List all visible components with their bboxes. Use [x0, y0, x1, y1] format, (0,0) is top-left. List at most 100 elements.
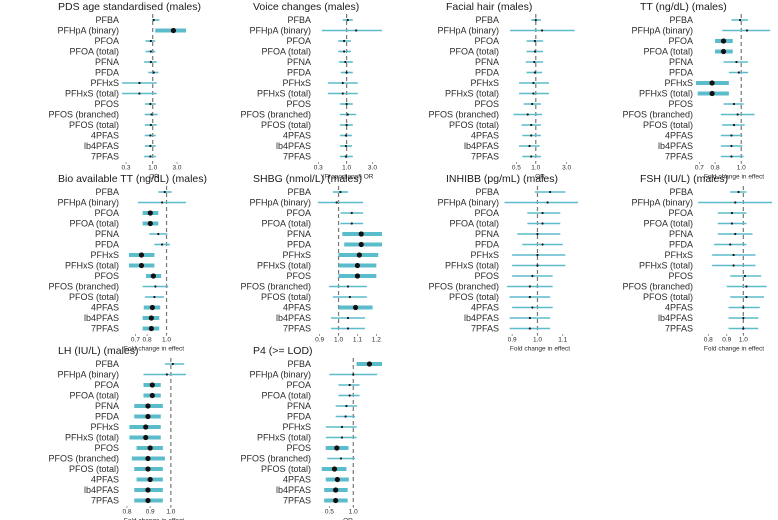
exposure-label: lb4PFAS	[658, 141, 693, 151]
axis-tick-label: 1.0	[531, 165, 540, 172]
point-estimate	[147, 445, 153, 451]
point-estimate	[734, 232, 737, 236]
point-estimate	[150, 113, 153, 116]
point-estimate	[147, 220, 153, 227]
point-estimate	[355, 29, 358, 32]
exposure-label: PFNA	[287, 401, 311, 411]
axis-tick-label: 0.9	[508, 337, 517, 344]
exposure-label: PFOA	[286, 208, 311, 218]
point-estimate	[341, 81, 344, 85]
point-estimate	[742, 306, 745, 309]
axis-tick-label: 1.0	[737, 165, 746, 172]
exposure-label: PFOA (total)	[69, 47, 119, 57]
exposure-label: PFHpA (binary)	[631, 198, 693, 208]
point-estimate	[152, 18, 155, 22]
exposure-label: PFOA (total)	[449, 219, 499, 229]
exposure-label: PFBA	[669, 15, 693, 25]
point-estimate	[720, 48, 727, 55]
exposure-label: 4PFAS	[283, 475, 311, 485]
panel-title: SHBG (nmol/L) (males)	[253, 173, 362, 185]
point-estimate	[546, 201, 549, 204]
point-estimate	[343, 50, 346, 53]
exposure-label: PFHxS (total)	[639, 261, 693, 271]
exposure-label: PFOS	[474, 271, 499, 281]
axis-tick-label: 1.0	[334, 337, 343, 344]
exposure-label: 4PFAS	[471, 131, 499, 141]
point-estimate	[532, 92, 535, 95]
point-estimate	[352, 304, 359, 311]
axis-tick-label: 0.9	[315, 337, 324, 344]
exposure-label: 7PFAS	[471, 152, 499, 162]
point-estimate	[549, 190, 552, 194]
axis-label: Fold change in effect	[510, 346, 570, 353]
point-estimate	[732, 264, 735, 267]
exposure-label: PFNA	[287, 229, 311, 239]
exposure-label: PFDA	[95, 240, 119, 250]
exposure-label: PFBA	[475, 15, 499, 25]
axis-tick-label: 1.0	[342, 165, 351, 172]
point-estimate	[366, 361, 373, 367]
axis-tick-label: 1.0	[349, 509, 358, 516]
exposure-label: PFHxS (total)	[639, 89, 693, 99]
axis-tick-label: 3.0	[172, 165, 181, 172]
axis-tick-label: 0.7	[695, 165, 704, 172]
point-estimate	[530, 123, 533, 127]
exposure-label: PFDA	[287, 412, 311, 422]
point-estimate	[732, 123, 736, 127]
axis-label: OR	[535, 174, 545, 181]
exposure-label: PFOA (total)	[261, 391, 311, 401]
point-estimate	[534, 18, 537, 22]
exposure-label: 7PFAS	[91, 496, 119, 506]
axis-tick-label: 0.8	[704, 337, 713, 344]
point-estimate	[149, 134, 152, 137]
axis-label: Fold change in effect	[704, 174, 764, 181]
point-estimate	[334, 445, 340, 451]
exposure-label: PFNA	[669, 229, 693, 239]
exposure-label: PFBA	[287, 359, 311, 369]
exposure-label: lb4PFAS	[464, 141, 499, 151]
point-estimate	[737, 190, 740, 194]
point-estimate	[531, 274, 534, 278]
axis-tick-label: 1.0	[162, 337, 171, 344]
axis-label: OR	[343, 518, 353, 520]
exposure-label: PFHxS	[90, 250, 119, 260]
point-estimate	[709, 90, 715, 97]
point-estimate	[530, 155, 533, 158]
exposure-label: PFHpA (binary)	[57, 198, 119, 208]
exposure-label: PFOA	[668, 36, 693, 46]
point-estimate	[149, 60, 152, 64]
exposure-label: 7PFAS	[283, 496, 311, 506]
exposure-label: PFDA	[95, 412, 119, 422]
exposure-label: 7PFAS	[91, 324, 119, 334]
point-estimate	[160, 201, 164, 204]
point-estimate	[737, 71, 740, 74]
exposure-label: PFOS (branched)	[622, 282, 693, 292]
point-estimate	[530, 134, 533, 137]
point-estimate	[160, 243, 164, 246]
exposure-label: PFHpA (binary)	[249, 370, 311, 380]
exposure-label: PFOS	[286, 271, 311, 281]
exposure-label: PFHxS	[664, 250, 693, 260]
point-estimate	[709, 80, 715, 86]
exposure-label: PFBA	[95, 15, 119, 25]
exposure-label: PFHxS (total)	[65, 261, 119, 271]
exposure-label: PFHxS	[282, 250, 311, 260]
point-estimate	[348, 295, 351, 299]
point-estimate	[745, 29, 749, 32]
point-estimate	[170, 27, 177, 34]
exposure-label: PFDA	[669, 240, 693, 250]
exposure-label: 4PFAS	[665, 303, 693, 313]
point-estimate	[153, 295, 156, 299]
exposure-label: PFOS (branched)	[48, 110, 119, 120]
exposure-label: 7PFAS	[471, 324, 499, 334]
point-estimate	[732, 253, 735, 257]
exposure-label: PFNA	[95, 401, 119, 411]
exposure-label: 7PFAS	[665, 324, 693, 334]
point-estimate	[358, 231, 364, 237]
point-estimate	[345, 71, 348, 74]
point-estimate	[352, 373, 355, 376]
